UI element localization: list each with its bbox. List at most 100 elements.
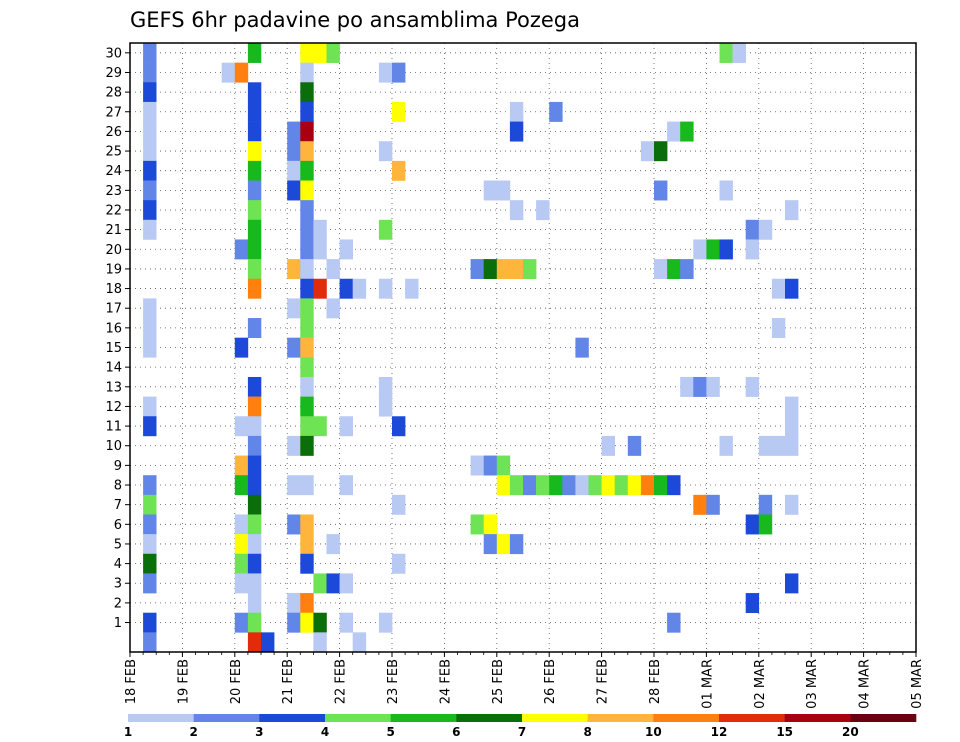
heatmap-cell xyxy=(339,612,353,633)
heatmap-cell xyxy=(313,612,327,633)
heatmap-cell xyxy=(313,416,327,437)
heatmap-cell xyxy=(234,553,249,574)
heatmap-cell xyxy=(313,219,327,240)
heatmap-cell xyxy=(601,435,615,456)
heatmap-cell xyxy=(326,573,340,594)
colorbar-swatch xyxy=(325,714,391,722)
heatmap-cell xyxy=(247,416,262,437)
y-tick-label: 13 xyxy=(105,380,122,395)
y-tick-label: 15 xyxy=(105,341,122,356)
heatmap-cell xyxy=(483,259,498,280)
heatmap-cell xyxy=(745,376,760,397)
y-tick-label: 18 xyxy=(105,282,122,297)
heatmap-cell xyxy=(143,337,157,358)
heatmap-cell xyxy=(143,82,157,103)
heatmap-cell xyxy=(378,219,393,240)
heatmap-cell xyxy=(392,553,406,574)
heatmap-cell xyxy=(247,475,262,496)
heatmap-cell xyxy=(378,376,393,397)
heatmap-cell xyxy=(143,318,157,338)
heatmap-cell xyxy=(287,180,301,201)
heatmap-cell xyxy=(247,82,262,103)
heatmap-cell xyxy=(247,239,262,260)
heatmap-cell xyxy=(496,180,511,201)
heatmap-cell xyxy=(654,180,668,201)
plot-cells xyxy=(143,43,799,653)
heatmap-cell xyxy=(575,475,589,496)
x-tick-label: 21 FEB xyxy=(281,659,296,704)
heatmap-cell xyxy=(509,101,524,122)
heatmap-cell xyxy=(326,298,340,319)
heatmap-cell xyxy=(758,219,773,240)
heatmap-cell xyxy=(247,553,262,574)
heatmap-cell xyxy=(234,455,249,476)
heatmap-cell xyxy=(247,435,262,456)
heatmap-cell xyxy=(261,632,275,653)
heatmap-cell xyxy=(287,514,301,535)
heatmap-cell xyxy=(549,475,563,496)
heatmap-cell xyxy=(392,101,406,122)
heatmap-cell xyxy=(758,494,773,515)
heatmap-cell xyxy=(247,396,262,417)
heatmap-cell xyxy=(247,259,262,280)
heatmap-cell xyxy=(300,180,314,201)
colorbar-label: 4 xyxy=(321,725,329,739)
heatmap-cell xyxy=(143,612,157,633)
heatmap-cell xyxy=(339,239,353,260)
heatmap-cell xyxy=(313,632,327,653)
heatmap-cell xyxy=(247,318,262,338)
x-tick-label: 19 FEB xyxy=(176,659,191,704)
heatmap-cell xyxy=(247,180,262,201)
heatmap-cell xyxy=(300,62,314,83)
y-tick-label: 2 xyxy=(114,596,122,611)
heatmap-cell xyxy=(523,259,537,280)
heatmap-cell xyxy=(287,160,301,181)
heatmap-cell xyxy=(667,259,681,280)
y-tick-label: 1 xyxy=(114,616,122,631)
heatmap-cell xyxy=(300,534,314,555)
heatmap-cell xyxy=(667,121,681,142)
heatmap-cell xyxy=(378,62,393,83)
heatmap-cell xyxy=(300,435,314,456)
colorbar-label: 5 xyxy=(386,725,394,739)
heatmap-cell xyxy=(143,219,157,240)
y-tick-label: 19 xyxy=(105,262,122,277)
y-tick-label: 7 xyxy=(114,498,122,513)
heatmap-cell xyxy=(247,376,262,397)
x-tick-label: 24 FEB xyxy=(438,659,453,704)
y-tick-label: 21 xyxy=(105,223,122,238)
y-tick-label: 30 xyxy=(105,46,122,61)
heatmap-cell xyxy=(313,278,327,299)
x-tick-label: 03 MAR xyxy=(805,659,820,709)
heatmap-cell xyxy=(667,475,681,496)
heatmap-cell xyxy=(392,416,406,437)
heatmap-cell xyxy=(771,318,786,338)
heatmap-cell xyxy=(745,593,760,614)
heatmap-cell xyxy=(300,278,314,299)
heatmap-cell xyxy=(719,180,733,201)
heatmap-cell xyxy=(143,141,157,162)
heatmap-cell xyxy=(392,160,406,181)
heatmap-cell xyxy=(247,455,262,476)
heatmap-cell xyxy=(339,416,353,437)
heatmap-cell xyxy=(300,160,314,181)
y-tick-label: 20 xyxy=(105,243,122,258)
heatmap-cell xyxy=(300,612,314,633)
heatmap-cell xyxy=(300,337,314,358)
x-tick-label: 28 FEB xyxy=(648,659,663,704)
heatmap-cell xyxy=(234,62,249,83)
heatmap-cell xyxy=(287,435,301,456)
x-tick-label: 23 FEB xyxy=(386,659,401,704)
heatmap-cell xyxy=(300,475,314,496)
colorbar-label: 10 xyxy=(645,725,662,739)
heatmap-cell xyxy=(143,534,157,555)
heatmap-cell xyxy=(300,121,314,142)
heatmap-cell xyxy=(143,553,157,574)
heatmap-cell xyxy=(247,632,262,653)
heatmap-cell xyxy=(247,160,262,181)
y-tick-label: 4 xyxy=(114,557,122,572)
heatmap-cell xyxy=(523,475,537,496)
heatmap-cell xyxy=(771,278,786,299)
heatmap-cell xyxy=(719,239,733,260)
heatmap-cell xyxy=(234,475,249,496)
